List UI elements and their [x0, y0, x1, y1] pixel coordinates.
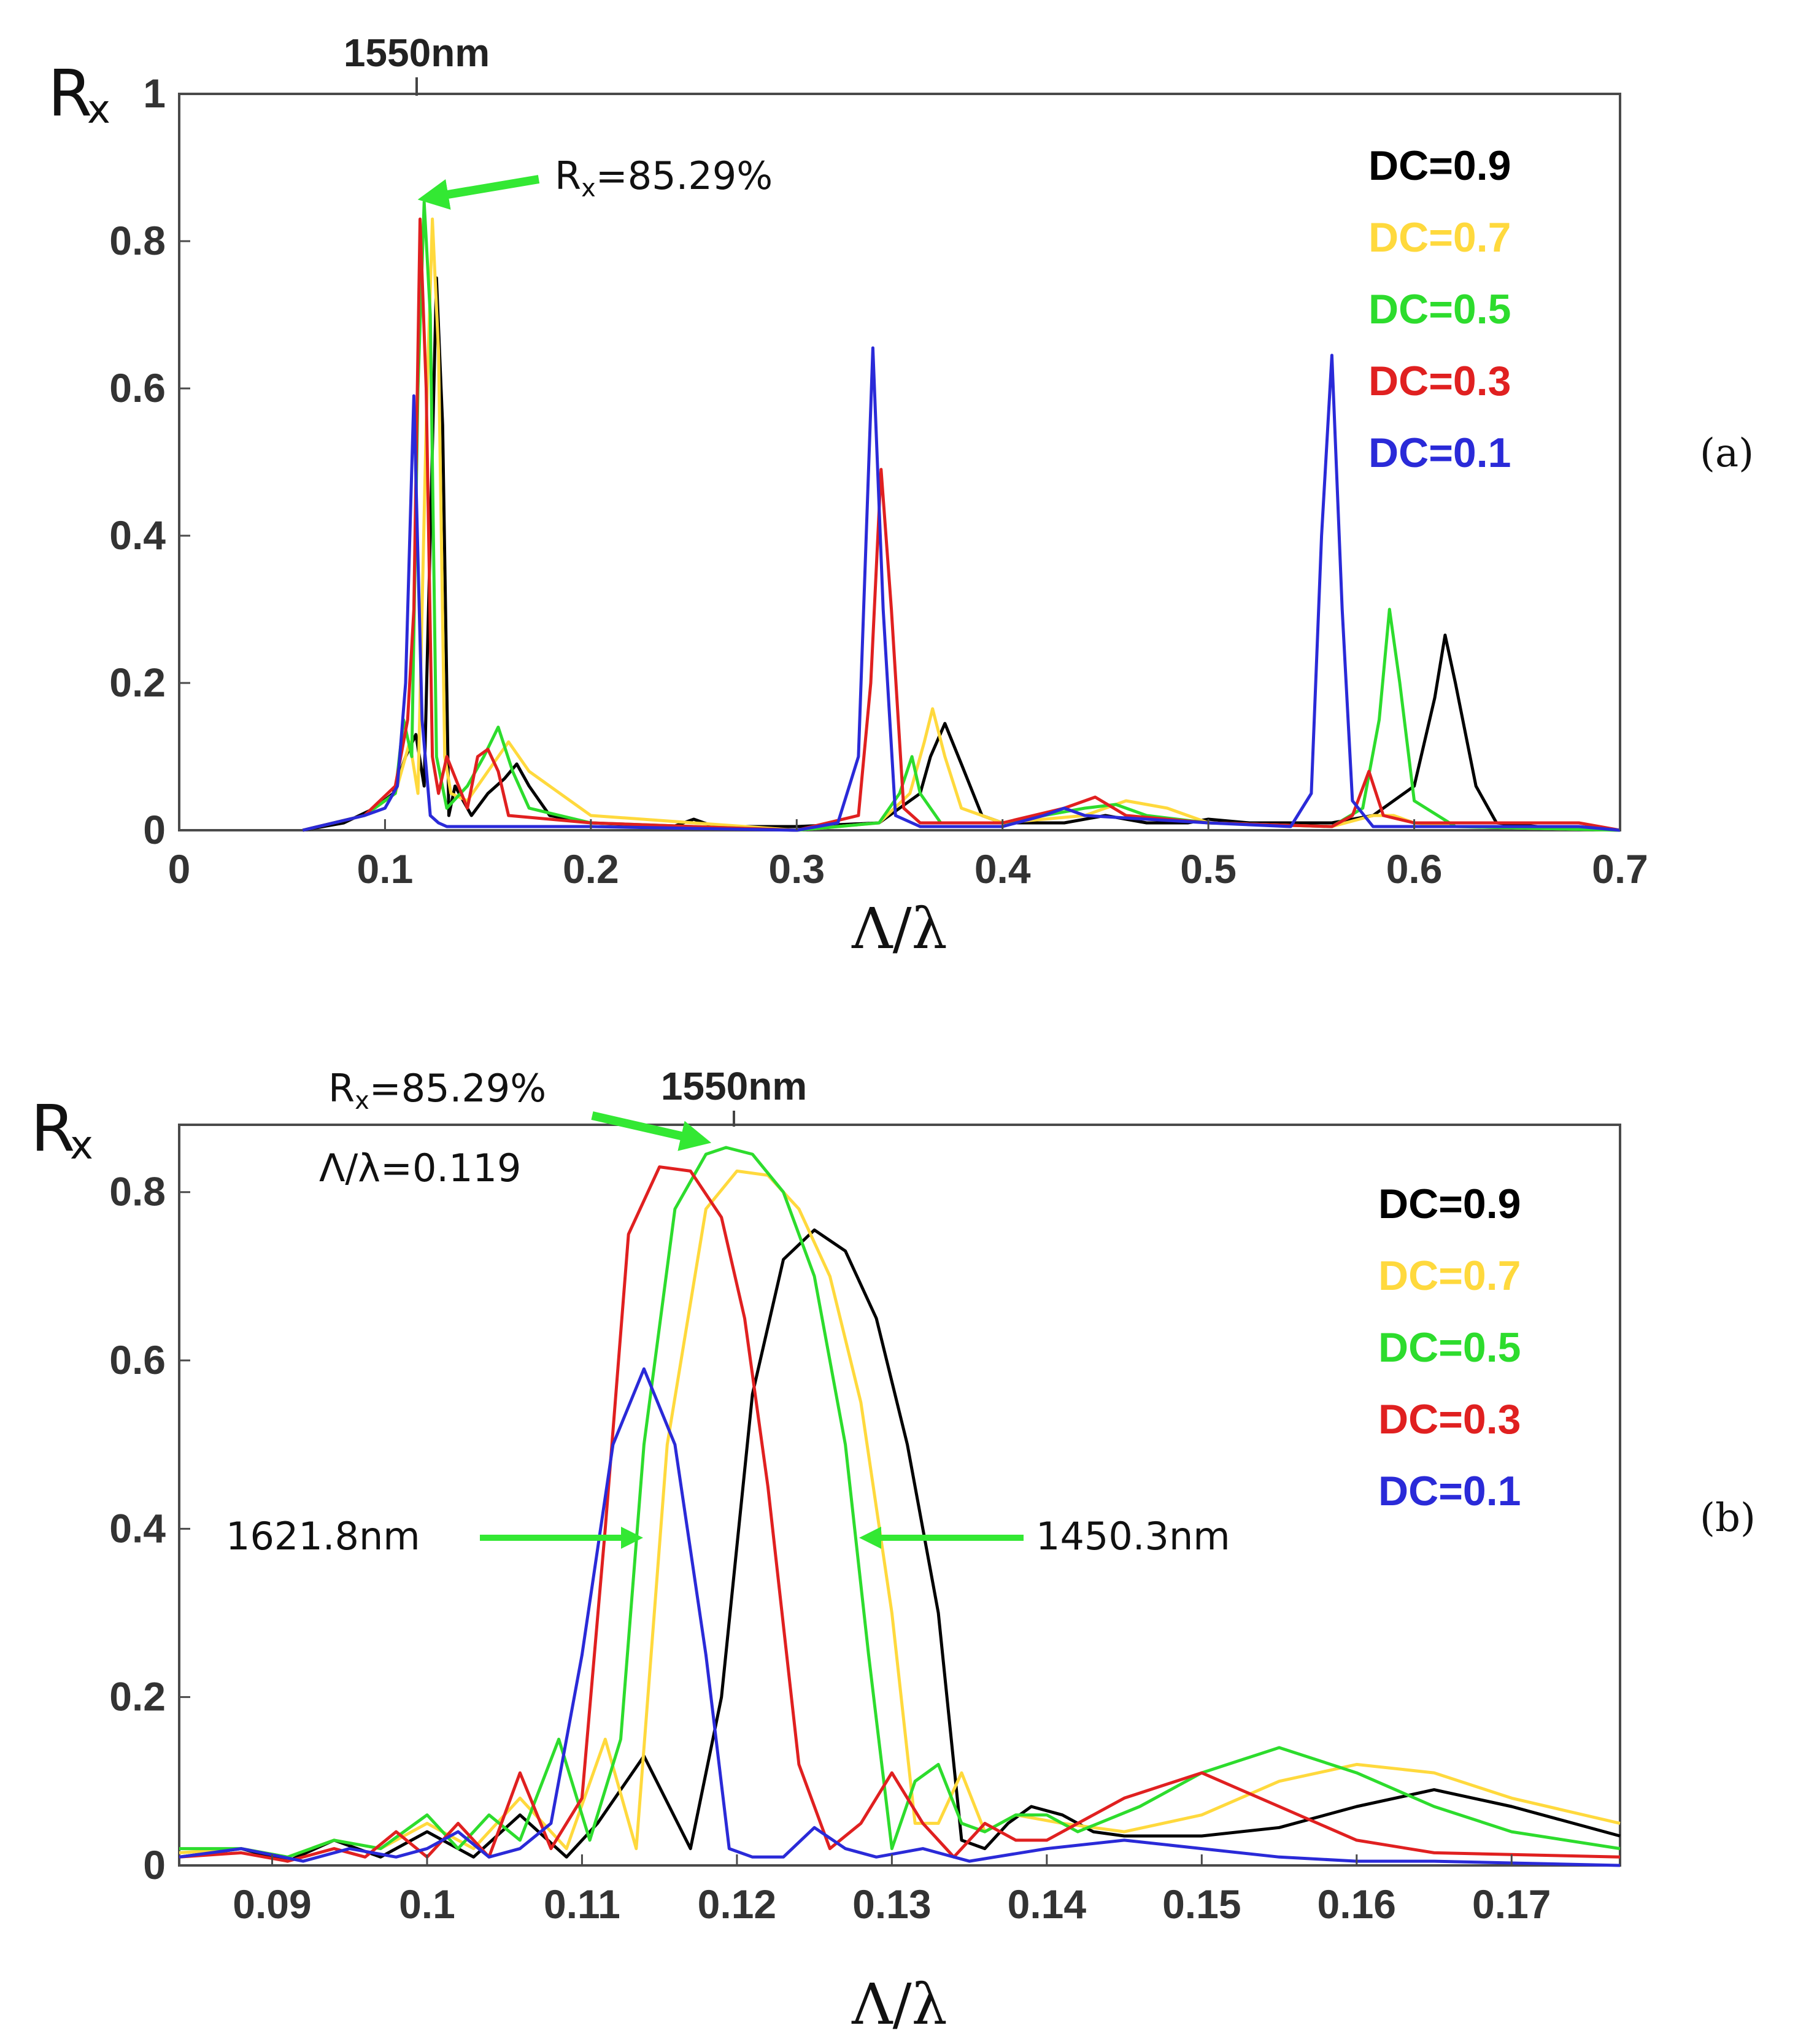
series-line-dc07-b: [179, 1169, 1621, 1859]
annotation-arrow-a: [417, 175, 540, 210]
annotation-rx-value-b: =85.29%: [369, 1066, 546, 1111]
panel-label-b: (b): [1700, 1495, 1756, 1541]
plot-frame-b: [178, 1124, 1621, 1867]
series-line-dc03-a: [302, 217, 1621, 832]
svg-text:Rx=85.29%: Rx=85.29%: [328, 1066, 546, 1115]
curves-b: [179, 1146, 1621, 1867]
x-tick-label-b: 0.1: [399, 1881, 455, 1927]
annotation-rx-value-a: =85.29%: [596, 153, 773, 198]
y-tick-label-b: 0: [143, 1842, 166, 1888]
x-tick-label-a: 0.4: [974, 846, 1031, 892]
x-tick-label-b: 0.17: [1472, 1881, 1551, 1927]
legend-b: DC=0.9 DC=0.7 DC=0.5 DC=0.3 DC=0.1: [1378, 1181, 1521, 1514]
curves-a: [302, 200, 1621, 832]
y-tick-label-b: 0.2: [109, 1674, 166, 1719]
y-axis-label-sub-a: x: [87, 87, 110, 133]
x-tick-label-a: 0.7: [1592, 846, 1648, 892]
series-line-dc01-b: [179, 1367, 1621, 1867]
series-line-dc05-b: [179, 1146, 1621, 1859]
x-tick-label-a: 0.1: [357, 846, 414, 892]
y-ticks-b: 0 0.2 0.4 0.6 0.8: [109, 1169, 190, 1888]
y-tick-label-a: 0.4: [109, 512, 166, 558]
plot-frame-a: [178, 93, 1621, 831]
legend-item-dc03-a: DC=0.3: [1368, 358, 1511, 404]
top-marker-a: 1550nm: [344, 31, 490, 75]
x-tick-label-b: 0.16: [1318, 1881, 1396, 1927]
annotation-rx-prefix-b: R: [328, 1066, 355, 1111]
panel-label-a: (a): [1700, 431, 1754, 476]
annotation-arrow-rx-b: [591, 1111, 712, 1151]
annotation-1450-b: 1450.3nm: [1036, 1514, 1230, 1559]
legend-item-dc09-a: DC=0.9: [1368, 142, 1511, 189]
x-tick-label-b: 0.15: [1162, 1881, 1241, 1927]
legend-a: DC=0.9 DC=0.7 DC=0.5 DC=0.3 DC=0.1: [1368, 142, 1511, 476]
panel-a: 0 0.2 0.4 0.6 0.8 1 0 0.1 0.2 0.3 0.4 0.5 0.6 0.7 15…: [48, 31, 1754, 962]
y-tick-label-a: 0.6: [109, 365, 166, 411]
annotation-rx-sub-b: x: [355, 1087, 369, 1115]
legend-item-dc07-a: DC=0.7: [1368, 214, 1511, 261]
y-axis-label-b: R: [31, 1091, 75, 1166]
legend-item-dc03-b: DC=0.3: [1378, 1396, 1521, 1443]
y-tick-label-a: 1: [143, 71, 166, 116]
y-axis-label-a: R: [48, 56, 92, 131]
x-ticks-b: 0.09 0.1 0.11 0.12 0.13 0.14 0.15 0.16 0.17: [233, 1854, 1551, 1927]
x-tick-label-a: 0: [168, 846, 191, 892]
annotation-1621-b: 1621.8nm: [226, 1514, 420, 1559]
annotation-rx-sub-a: x: [581, 174, 596, 202]
x-axis-label-b: Λ/λ: [851, 1972, 947, 2037]
y-tick-label-a: 0.8: [109, 218, 166, 263]
annotation-rx-b: Rx=85.29%: [328, 1066, 712, 1151]
series-line-dc01-a: [302, 346, 1621, 832]
annotation-ratio-b: Λ/λ=0.119: [319, 1146, 521, 1190]
x-axis-label-a: Λ/λ: [851, 896, 947, 962]
x-tick-label-b: 0.09: [233, 1881, 311, 1927]
y-ticks-a: 0 0.2 0.4 0.6 0.8 1: [109, 71, 190, 852]
legend-item-dc05-a: DC=0.5: [1368, 286, 1511, 333]
y-tick-label-b: 0.4: [109, 1505, 166, 1551]
x-tick-label-a: 0.6: [1386, 846, 1443, 892]
x-tick-label-a: 0.5: [1180, 846, 1237, 892]
legend-item-dc01-b: DC=0.1: [1378, 1468, 1521, 1514]
legend-item-dc09-b: DC=0.9: [1378, 1181, 1521, 1227]
y-tick-label-a: 0: [143, 807, 166, 852]
x-tick-label-a: 0.3: [768, 846, 825, 892]
x-tick-label-b: 0.13: [852, 1881, 931, 1927]
panel-b: 0 0.2 0.4 0.6 0.8 0.09 0.1 0.11 0.12 0.13 0.14 0.1…: [31, 1064, 1756, 2037]
y-tick-label-b: 0.6: [109, 1337, 166, 1383]
x-ticks-a: 0 0.1 0.2 0.3 0.4 0.5 0.6 0.7: [168, 819, 1648, 892]
y-axis-label-sub-b: x: [70, 1123, 93, 1168]
legend-item-dc05-b: DC=0.5: [1378, 1324, 1521, 1371]
legend-item-dc01-a: DC=0.1: [1368, 430, 1511, 476]
x-tick-label-b: 0.12: [698, 1881, 776, 1927]
y-tick-label-b: 0.8: [109, 1169, 166, 1214]
x-tick-label-a: 0.2: [563, 846, 619, 892]
x-tick-label-b: 0.11: [544, 1881, 620, 1927]
annotation-rx-a: Rx=85.29%: [417, 153, 773, 210]
x-tick-label-b: 0.14: [1008, 1881, 1087, 1927]
series-line-dc03-b: [179, 1165, 1621, 1863]
legend-item-dc07-b: DC=0.7: [1378, 1252, 1521, 1299]
top-marker-b: 1550nm: [661, 1064, 807, 1108]
annotation-rx-prefix-a: R: [555, 153, 581, 198]
svg-text:Rx=85.29%: Rx=85.29%: [555, 153, 773, 202]
y-tick-label-a: 0.2: [109, 660, 166, 705]
